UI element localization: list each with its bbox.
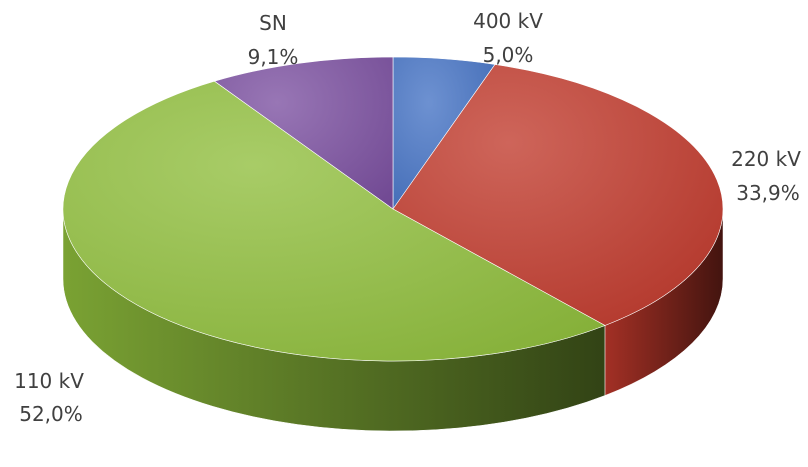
slice-label-name: 220 kV (731, 147, 801, 171)
slice-label-percent: 52,0% (19, 402, 83, 426)
slice-label-name: SN (259, 11, 287, 35)
pie-slice (392, 64, 724, 326)
slice-label-percent: 9,1% (248, 45, 299, 69)
slice-label-name: 400 kV (473, 9, 543, 33)
slice-label-percent: 33,9% (736, 181, 800, 205)
pie-slice (62, 80, 606, 362)
slice-label-percent: 5,0% (483, 43, 534, 67)
pie-top (62, 56, 724, 362)
pie-slice (213, 56, 394, 210)
slice-label-name: 110 kV (14, 369, 84, 393)
pie-labels: 400 kV 5,0% 220 kV 33,9% 110 kV 52,0% SN… (14, 9, 801, 426)
